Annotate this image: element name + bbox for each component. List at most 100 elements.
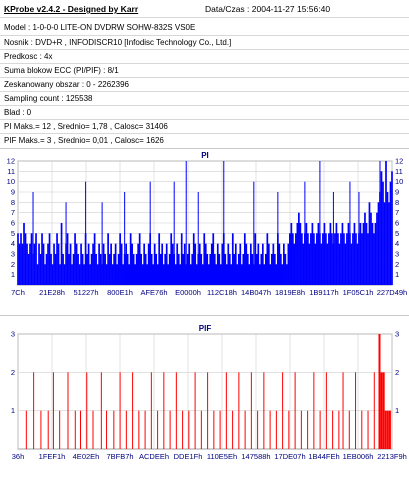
pi-bar: [188, 243, 191, 285]
pi-bar: [41, 233, 43, 285]
divider: [0, 119, 409, 120]
pi-bar: [305, 223, 308, 285]
y-tick-label-left: 3: [11, 330, 15, 339]
pi-bar: [77, 254, 79, 285]
plot-area: [17, 333, 393, 450]
pi-bar: [26, 243, 28, 285]
pi-bar: [328, 233, 330, 285]
pi-bar: [39, 254, 42, 285]
x-tick-label: AFE76h: [140, 288, 167, 297]
divider: [0, 91, 409, 92]
pi-bar: [156, 264, 159, 285]
pi-bar: [374, 223, 377, 285]
y-tick-label-left: 1: [11, 406, 15, 415]
pi-bar: [176, 243, 179, 285]
pi-bar: [192, 233, 195, 285]
divider: [0, 148, 409, 149]
y-tick-label-left: 3: [11, 250, 15, 259]
pi-bar: [251, 254, 254, 285]
pi-bar: [249, 243, 252, 285]
pi-bar: [183, 243, 186, 285]
chart-title: PIF: [199, 324, 212, 333]
x-tick-label: 110E5Eh: [207, 452, 237, 461]
pi-bar: [162, 264, 165, 285]
pi-bar: [389, 181, 392, 285]
pi-bar: [20, 233, 22, 285]
pi-bar: [132, 254, 135, 285]
pi-bar: [350, 243, 353, 285]
pi-bar: [83, 264, 85, 285]
x-tick-label: 14B047h: [241, 288, 271, 297]
x-tick-label: 36h: [12, 452, 25, 461]
pi-bar: [322, 233, 324, 285]
pi-bar: [81, 254, 84, 285]
pi-bar: [92, 243, 94, 285]
pi-bar: [260, 254, 263, 285]
y-tick-label-right: 5: [395, 229, 399, 238]
pi-bar: [141, 264, 144, 285]
pi-bar: [326, 243, 329, 285]
pi-bar: [66, 233, 69, 285]
pi-bar: [245, 243, 248, 285]
x-tick-label: 227D49h: [377, 288, 407, 297]
info-speed: Predkosc : 4x: [4, 52, 53, 61]
pi-bar: [122, 264, 124, 285]
pi-bar: [59, 264, 61, 285]
divider: [0, 49, 409, 50]
pi-bar: [373, 233, 375, 285]
pi-bar: [90, 254, 93, 285]
pi-bar: [239, 243, 242, 285]
pi-bar: [72, 254, 75, 285]
pi-bar: [356, 243, 359, 285]
info-media: Nosnik : DVD+R , INFODISCR10 [Infodisc T…: [4, 38, 232, 47]
pi-bar: [261, 243, 264, 285]
pi-bar: [337, 233, 339, 285]
pi-bar: [346, 233, 348, 285]
x-tick-label: ACDEEh: [139, 452, 169, 461]
pi-bar: [255, 254, 258, 285]
pi-bar: [35, 233, 37, 285]
pi-bar: [246, 254, 249, 285]
pi-bar: [108, 254, 111, 285]
pi-bar: [368, 202, 371, 285]
x-tick-label: 800E1h: [107, 288, 133, 297]
pi-bar: [153, 243, 156, 285]
pi-bar: [21, 243, 24, 285]
pi-bar: [113, 254, 115, 285]
pi-bar: [45, 254, 48, 285]
pi-bar: [278, 243, 281, 285]
pi-bar: [287, 243, 290, 285]
y-tick-label-left: 1: [11, 270, 15, 279]
pi-bar: [74, 233, 76, 285]
pi-bar: [361, 233, 363, 285]
x-tick-label: 2213F9h: [377, 452, 407, 461]
pi-bar: [126, 254, 129, 285]
pi-bar: [264, 254, 267, 285]
pi-bar: [280, 254, 282, 285]
x-tick-label: 112C18h: [207, 288, 237, 297]
pi-bar: [71, 264, 73, 285]
pi-bar: [215, 264, 218, 285]
pi-bar: [254, 233, 257, 285]
y-tick-label-left: 10: [7, 177, 15, 186]
pi-bar: [87, 243, 90, 285]
pi-bar: [110, 243, 112, 285]
divider: [0, 63, 409, 64]
pi-bar: [171, 243, 174, 285]
x-tick-label: 7Ch: [11, 288, 25, 297]
pi-bar: [195, 264, 198, 285]
y-tick-label-left: 7: [11, 208, 15, 217]
pi-bar: [352, 233, 354, 285]
pi-bar: [299, 223, 302, 285]
y-tick-label-right: 2: [395, 260, 399, 269]
pi-bar: [308, 243, 311, 285]
pi-bar: [182, 254, 185, 285]
pi-bar: [290, 223, 293, 285]
pi-bar: [228, 254, 231, 285]
pi-bar: [334, 233, 336, 285]
pi-bar: [56, 233, 58, 285]
pi-bar: [296, 223, 299, 285]
pi-bar: [57, 243, 60, 285]
pi-bar: [168, 254, 171, 285]
pi-bar: [344, 243, 347, 285]
